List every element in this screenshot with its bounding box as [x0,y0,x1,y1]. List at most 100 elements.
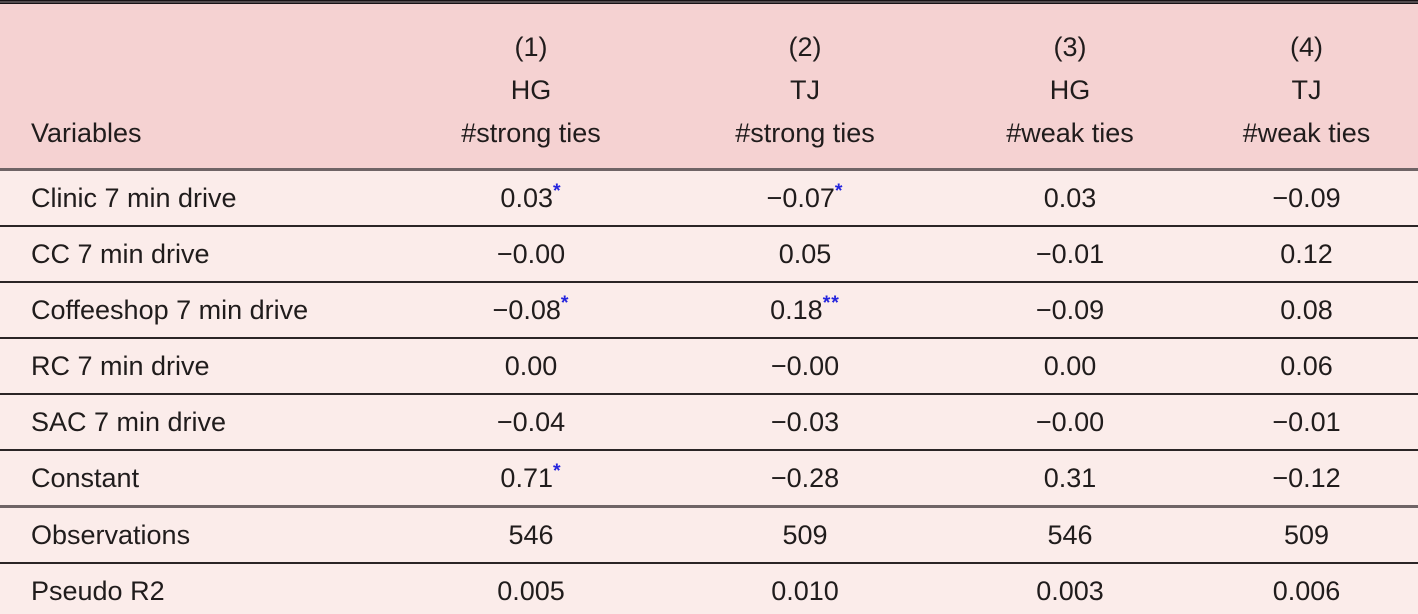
header-row: Variables (1) HG #strong ties (2) TJ #st… [0,4,1418,170]
table-top-rule [0,0,1418,4]
cell: 0.05 [665,226,945,282]
cell: 0.31 [945,450,1195,507]
coefficient-value: 0.03 [500,182,553,213]
table-row-constant: Constant 0.71* −0.28 0.31 −0.12 [0,450,1418,507]
coefficient-value: −0.01 [1272,406,1341,437]
observations-value: 546 [1047,519,1093,550]
coefficient-value: −0.04 [496,406,566,437]
cell: 0.010 [665,563,945,614]
cell: −0.09 [945,282,1195,338]
cell: 0.06 [1195,338,1418,394]
table-body: Clinic 7 min drive 0.03* −0.07* 0.03 −0.… [0,169,1418,614]
table-row-rc: RC 7 min drive 0.00 −0.00 0.00 0.06 [0,338,1418,394]
significance-stars: * [834,179,844,202]
cell: 509 [1195,506,1418,563]
model-group: HG [510,75,552,105]
coefficient-value: −0.00 [496,238,566,269]
row-label: Pseudo R2 [0,563,397,614]
cell: −0.09 [1195,169,1418,226]
pseudo-r2-value: 0.010 [771,575,839,606]
coefficient-value: 0.08 [1280,294,1333,325]
variables-header-label: Variables [31,118,142,148]
coefficient-value: −0.09 [1272,182,1341,213]
coefficient-value: 0.06 [1280,350,1333,381]
coefficient-value: −0.03 [770,406,840,437]
cell: −0.07* [665,169,945,226]
column-header-2: (2) TJ #strong ties [665,4,945,170]
cell: −0.00 [397,226,665,282]
cell: 0.12 [1195,226,1418,282]
model-number: (3) [1053,32,1087,62]
significance-stars: * [552,179,562,202]
coefficient-value: 0.71 [500,462,553,493]
significance-stars: ** [822,291,840,314]
model-measure: #strong ties [735,118,875,148]
coefficient-value: 0.31 [1043,462,1097,493]
coefficient-value: −0.00 [770,350,840,381]
cell: −0.01 [1195,394,1418,450]
cell: 546 [397,506,665,563]
row-label: Coffeeshop 7 min drive [0,282,397,338]
cell: −0.03 [665,394,945,450]
cell: 0.00 [945,338,1195,394]
coefficient-value: 0.05 [778,238,832,269]
cell: 0.18** [665,282,945,338]
model-group: TJ [1291,75,1322,105]
cell: 0.00 [397,338,665,394]
significance-stars: * [560,291,570,314]
cell: 0.03 [945,169,1195,226]
coefficient-value: −0.09 [1035,294,1105,325]
regression-results-table: Variables (1) HG #strong ties (2) TJ #st… [0,4,1418,614]
observations-value: 509 [1283,519,1330,550]
cell: 0.003 [945,563,1195,614]
column-header-3: (3) HG #weak ties [945,4,1195,170]
table-row-coffeeshop: Coffeeshop 7 min drive −0.08* 0.18** −0.… [0,282,1418,338]
model-group: HG [1049,75,1091,105]
coefficient-value: −0.01 [1035,238,1105,269]
cell: −0.12 [1195,450,1418,507]
coefficient-value: −0.07 [766,182,835,213]
pseudo-r2-value: 0.005 [497,575,565,606]
model-measure: #weak ties [1006,118,1134,148]
coefficient-value: −0.00 [1035,406,1105,437]
coefficient-value: 0.18 [770,294,823,325]
cell: 0.03* [397,169,665,226]
table-row-clinic: Clinic 7 min drive 0.03* −0.07* 0.03 −0.… [0,169,1418,226]
table-row-cc: CC 7 min drive −0.00 0.05 −0.01 0.12 [0,226,1418,282]
significance-stars: * [552,459,562,482]
coefficient-value: 0.00 [504,350,558,381]
model-number: (4) [1290,32,1323,62]
row-label: Constant [0,450,397,507]
cell: −0.08* [397,282,665,338]
row-label: CC 7 min drive [0,226,397,282]
cell: 0.006 [1195,563,1418,614]
cell: −0.01 [945,226,1195,282]
model-number: (1) [514,32,548,62]
row-label: Observations [0,506,397,563]
cell: −0.00 [945,394,1195,450]
cell: −0.28 [665,450,945,507]
table-row-sac: SAC 7 min drive −0.04 −0.03 −0.00 −0.01 [0,394,1418,450]
coefficient-value: 0.12 [1280,238,1333,269]
cell: 0.005 [397,563,665,614]
pseudo-r2-value: 0.006 [1272,575,1341,606]
coefficient-value: −0.08 [492,294,561,325]
table-row-observations: Observations 546 509 546 509 [0,506,1418,563]
cell: 0.08 [1195,282,1418,338]
model-number: (2) [788,32,822,62]
row-label: RC 7 min drive [0,338,397,394]
table-header: Variables (1) HG #strong ties (2) TJ #st… [0,4,1418,170]
model-group: TJ [790,75,820,105]
coefficient-value: −0.12 [1272,462,1341,493]
coefficient-value: −0.28 [770,462,840,493]
column-header-1: (1) HG #strong ties [397,4,665,170]
coefficient-value: 0.00 [1043,350,1097,381]
observations-value: 509 [782,519,828,550]
table-row-pseudo-r2: Pseudo R2 0.005 0.010 0.003 0.006 [0,563,1418,614]
row-label: Clinic 7 min drive [0,169,397,226]
model-measure: #strong ties [461,118,601,148]
variables-column-header: Variables [0,4,397,170]
cell: −0.00 [665,338,945,394]
pseudo-r2-value: 0.003 [1036,575,1104,606]
